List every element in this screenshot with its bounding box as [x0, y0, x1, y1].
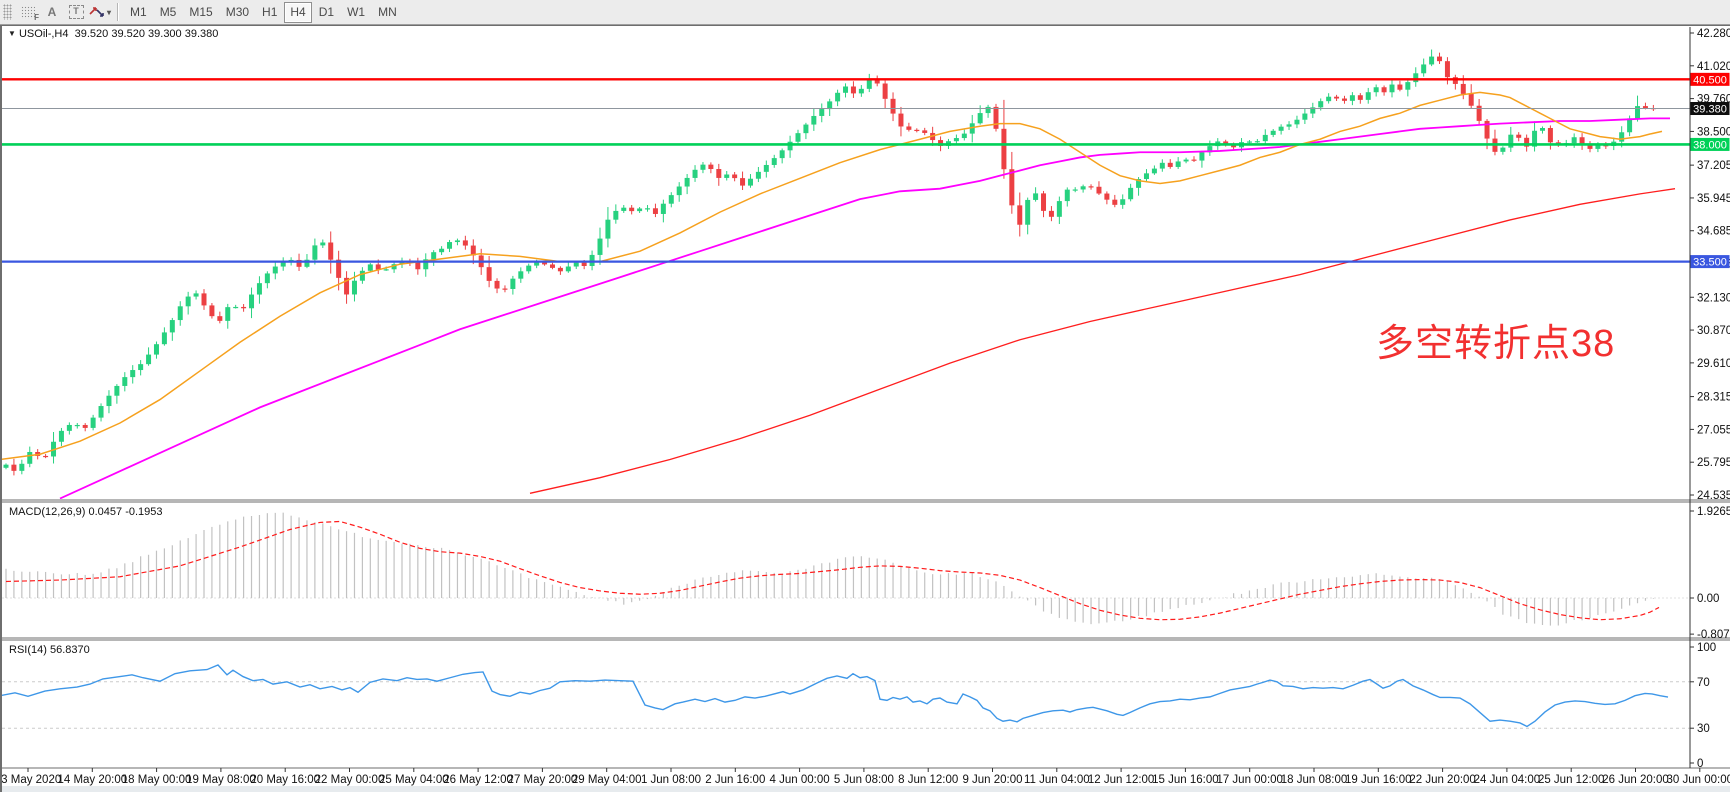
svg-text:38.500: 38.500 [1697, 126, 1730, 138]
arrow-objects-button[interactable]: ▾ [88, 2, 112, 23]
svg-text:9 Jun 20:00: 9 Jun 20:00 [962, 774, 1022, 786]
chart-window: 42.280 41.020 39.760 38.500 37.205 35.945 34.6… [0, 25, 1730, 792]
chart-canvas[interactable]: 42.28041.02039.76038.50037.20535.94534.6… [0, 25, 1730, 792]
svg-text:27.055: 27.055 [1697, 424, 1730, 436]
svg-text:1.9265: 1.9265 [1697, 506, 1730, 518]
svg-text:12 Jun 12:00: 12 Jun 12:00 [1088, 774, 1155, 786]
svg-text:33.500: 33.500 [1693, 257, 1727, 269]
macd-histogram [5, 512, 1654, 626]
toolbar-drag-handle[interactable] [3, 4, 12, 20]
svg-text:0: 0 [1697, 758, 1703, 770]
price-badge-33500: 33.500 [1690, 255, 1730, 269]
macd-pane[interactable] [2, 512, 1690, 626]
svg-text:100: 100 [1697, 642, 1716, 654]
dropdown-caret-icon[interactable]: ▾ [107, 7, 112, 17]
timeframe-button-mn[interactable]: MN [378, 5, 397, 19]
ma-slow-line [529, 188, 1676, 494]
svg-text:30.870: 30.870 [1697, 325, 1730, 337]
svg-text:1 Jun 08:00: 1 Jun 08:00 [641, 774, 701, 786]
timeframe-button-d1[interactable]: D1 [318, 5, 335, 19]
svg-text:20 May 16:00: 20 May 16:00 [250, 774, 320, 786]
svg-text:11 Jun 04:00: 11 Jun 04:00 [1024, 774, 1090, 786]
timeframe-button-h1[interactable]: H1 [262, 5, 278, 19]
svg-text:24.535: 24.535 [1697, 490, 1730, 502]
svg-text:41.020: 41.020 [1697, 61, 1730, 73]
svg-text:30 Jun 00:00: 30 Jun 00:00 [1667, 774, 1730, 786]
timeframe-button-h4[interactable]: H4 [284, 1, 312, 23]
svg-text:32.130: 32.130 [1697, 292, 1730, 304]
price-pane[interactable] [2, 49, 1676, 499]
svg-text:37.205: 37.205 [1697, 160, 1730, 172]
svg-text:29.610: 29.610 [1697, 358, 1730, 370]
svg-text:5 Jun 08:00: 5 Jun 08:00 [834, 774, 894, 786]
svg-text:25 May 04:00: 25 May 04:00 [379, 774, 449, 786]
svg-text:24 Jun 04:00: 24 Jun 04:00 [1474, 774, 1541, 786]
svg-text:35.945: 35.945 [1697, 193, 1730, 205]
candlestick-series [3, 49, 1656, 476]
arrow-objects-icon [89, 7, 104, 17]
svg-text:25 Jun 12:00: 25 Jun 12:00 [1538, 774, 1605, 786]
timeframe-button-m5[interactable]: M5 [159, 5, 177, 19]
timeframe-button-m15[interactable]: M15 [189, 5, 213, 19]
svg-text:40.500: 40.500 [1693, 74, 1727, 86]
timeframe-button-m1[interactable]: M1 [130, 5, 147, 19]
ma-fast-line [2, 91, 1663, 460]
rsi-line [2, 664, 1669, 728]
svg-text:18 May 00:00: 18 May 00:00 [122, 774, 192, 786]
text-box-icon[interactable]: T [64, 2, 88, 23]
price-badge-40500: 40.500 [1690, 72, 1730, 86]
svg-text:8 Jun 12:00: 8 Jun 12:00 [898, 774, 958, 786]
text-label-icon[interactable]: A [40, 2, 64, 23]
svg-text:0.00: 0.00 [1697, 593, 1719, 605]
top-toolbar: F A T ▾ M1 M5 M15 M30 H1 H4 D1 W1 MN [0, 0, 1730, 25]
svg-text:4 Jun 00:00: 4 Jun 00:00 [770, 774, 830, 786]
svg-text:19 Jun 16:00: 19 Jun 16:00 [1345, 774, 1412, 786]
svg-text:22 May 00:00: 22 May 00:00 [315, 774, 385, 786]
svg-text:17 Jun 00:00: 17 Jun 00:00 [1216, 774, 1283, 786]
svg-text:14 May 20:00: 14 May 20:00 [57, 774, 127, 786]
svg-text:18 Jun 08:00: 18 Jun 08:00 [1281, 774, 1348, 786]
svg-text:22 Jun 20:00: 22 Jun 20:00 [1409, 774, 1476, 786]
svg-text:29 May 04:00: 29 May 04:00 [572, 774, 642, 786]
svg-text:38.000: 38.000 [1693, 139, 1727, 151]
svg-text:34.685: 34.685 [1697, 226, 1730, 238]
svg-text:42.280: 42.280 [1697, 28, 1730, 40]
svg-text:26 Jun 20:00: 26 Jun 20:00 [1602, 774, 1669, 786]
svg-text:39.380: 39.380 [1693, 104, 1727, 116]
crosshair-indicator-icon[interactable]: F [16, 2, 40, 23]
rsi-pane[interactable] [2, 664, 1690, 729]
price-axis: 42.28041.02039.76038.50037.20535.94534.6… [1690, 28, 1730, 502]
timeframe-button-m30[interactable]: M30 [225, 5, 250, 19]
svg-text:19 May 08:00: 19 May 08:00 [186, 774, 256, 786]
timeframe-button-w1[interactable]: W1 [347, 5, 366, 19]
toolbar-separator [117, 3, 120, 21]
svg-text:2 Jun 16:00: 2 Jun 16:00 [705, 774, 765, 786]
grid-icon: F [21, 5, 39, 22]
timeframe-button-group: M1 M5 M15 M30 H1 H4 D1 W1 MN [124, 1, 403, 23]
bid-price-badge: 39.380 [1690, 102, 1730, 116]
svg-text:15 Jun 16:00: 15 Jun 16:00 [1152, 774, 1219, 786]
svg-text:13 May 2020: 13 May 2020 [2, 774, 61, 786]
letter-a-icon: A [47, 5, 57, 19]
price-badge-38000: 38.000 [1690, 137, 1730, 151]
svg-text:30: 30 [1697, 723, 1710, 735]
svg-text:25.795: 25.795 [1697, 457, 1730, 469]
macd-signal-line [5, 520, 1660, 621]
ma-mid-line [59, 117, 1670, 499]
svg-text:27 May 20:00: 27 May 20:00 [508, 774, 578, 786]
svg-text:26 May 12:00: 26 May 12:00 [443, 774, 513, 786]
svg-text:70: 70 [1697, 677, 1710, 689]
rsi-axis: 100 70 30 0 [1690, 642, 1716, 770]
boxed-t-icon: T [68, 5, 84, 19]
svg-text:28.315: 28.315 [1697, 392, 1730, 404]
